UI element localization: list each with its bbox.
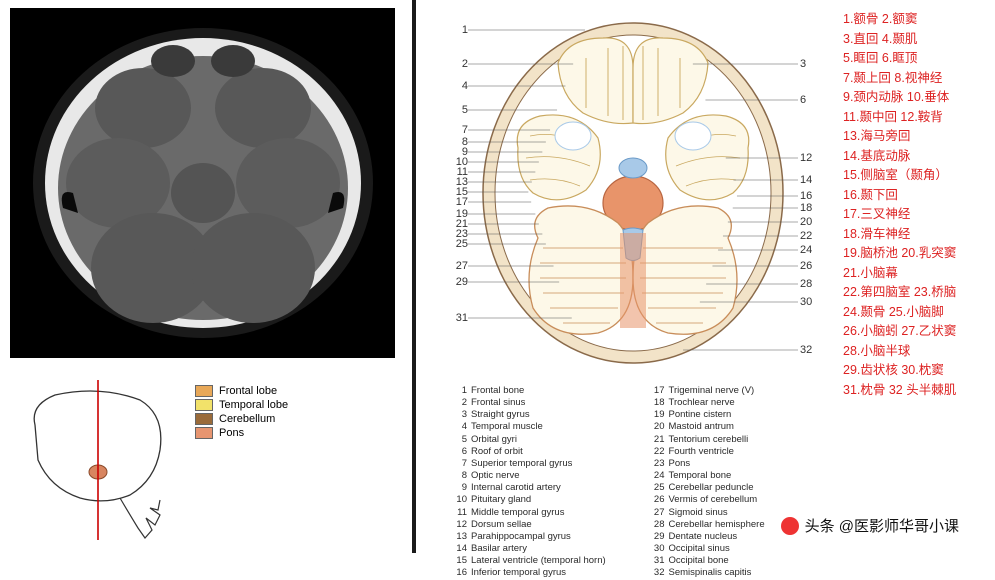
anatomy-term-cn: 21.小脑幕	[843, 264, 993, 283]
anatomy-term-cn: 26.小脑蚓 27.乙状窦	[843, 322, 993, 341]
anatomy-term-en: 14Basilar artery	[452, 543, 650, 555]
diagram-number: 2	[448, 58, 468, 70]
anatomy-term-cn: 14.基底动脉	[843, 147, 993, 166]
anatomy-term-en: 1Frontal bone	[452, 385, 650, 397]
anatomy-term-en: 30Occipital sinus	[650, 543, 848, 555]
diagram-number: 3	[800, 58, 820, 70]
watermark: 头条 @医影师华哥小课	[773, 512, 967, 539]
anatomy-term-en: 19Pontine cistern	[650, 409, 848, 421]
anatomy-term-cn: 11.颞中回 12.鞍背	[843, 108, 993, 127]
legend-label: Temporal lobe	[219, 399, 288, 411]
english-labels: 1Frontal bone2Frontal sinus3Straight gyr…	[452, 385, 847, 580]
anatomy-term-en: 5Orbital gyri	[452, 434, 650, 446]
diagram-number: 22	[800, 230, 820, 242]
anatomy-term-cn: 22.第四脑室 23.桥脑	[843, 283, 993, 302]
chinese-labels: 1.额骨 2.额窦3.直回 4.颞肌5.眶回 6.眶顶7.颞上回 8.视神经 9…	[843, 10, 993, 400]
diagram-number: 6	[800, 94, 820, 106]
legend-label: Frontal lobe	[219, 385, 277, 397]
legend-item: Cerebellum	[195, 413, 395, 425]
panel-divider	[412, 0, 416, 553]
anatomy-term-cn: 29.齿状核 30.枕窦	[843, 361, 993, 380]
sagittal-locator	[10, 380, 190, 540]
anatomy-term-en: 20Mastoid antrum	[650, 421, 848, 433]
diagram-number: 30	[800, 296, 820, 308]
anatomy-term-cn: 7.颞上回 8.视神经	[843, 69, 993, 88]
anatomy-term-en: 6Roof of orbit	[452, 446, 650, 458]
anatomy-term-en: 9Internal carotid artery	[452, 482, 650, 494]
anatomy-term-en: 23Pons	[650, 458, 848, 470]
anatomy-term-cn: 15.侧脑室（颞角）	[843, 166, 993, 185]
diagram-number: 14	[800, 174, 820, 186]
diagram-number: 7	[448, 124, 468, 136]
diagram-number: 5	[448, 104, 468, 116]
anatomy-term-en: 26Vermis of cerebellum	[650, 494, 848, 506]
legend-item: Pons	[195, 427, 395, 439]
diagram-number: 17	[448, 196, 468, 208]
anatomy-diagram	[468, 8, 798, 378]
watermark-text: 头条 @医影师华哥小课	[805, 515, 959, 536]
ct-scan-image	[10, 8, 395, 358]
diagram-number: 29	[448, 276, 468, 288]
anatomy-term-cn: 28.小脑半球	[843, 342, 993, 361]
legend-item: Temporal lobe	[195, 399, 395, 411]
anatomy-term-en: 24Temporal bone	[650, 470, 848, 482]
anatomy-term-cn: 17.三叉神经	[843, 205, 993, 224]
legend-label: Pons	[219, 427, 244, 439]
anatomy-term-en: 8Optic nerve	[452, 470, 650, 482]
anatomy-term-en: 11Middle temporal gyrus	[452, 507, 650, 519]
diagram-number: 12	[800, 152, 820, 164]
diagram-number: 20	[800, 216, 820, 228]
anatomy-term-en: 32Semispinalis capitis	[650, 567, 848, 579]
anatomy-term-cn: 5.眶回 6.眶顶	[843, 49, 993, 68]
legend-item: Frontal lobe	[195, 385, 395, 397]
legend-swatch	[195, 385, 213, 397]
diagram-number: 31	[448, 312, 468, 324]
anatomy-term-en: 31Occipital bone	[650, 555, 848, 567]
diagram-number: 18	[800, 202, 820, 214]
diagram-number: 28	[800, 278, 820, 290]
anatomy-term-cn: 18.滑车神经	[843, 225, 993, 244]
legend-swatch	[195, 427, 213, 439]
legend-swatch	[195, 399, 213, 411]
legend-swatch	[195, 413, 213, 425]
watermark-icon	[781, 517, 799, 535]
diagram-number: 27	[448, 260, 468, 272]
anatomy-term-en: 22Fourth ventricle	[650, 446, 848, 458]
anatomy-term-cn: 3.直回 4.颞肌	[843, 30, 993, 49]
anatomy-term-en: 21Tentorium cerebelli	[650, 434, 848, 446]
anatomy-term-cn: 9.颈内动脉 10.垂体	[843, 88, 993, 107]
anatomy-term-en: 17Trigeminal nerve (V)	[650, 385, 848, 397]
anatomy-term-en: 3Straight gyrus	[452, 409, 650, 421]
diagram-number: 26	[800, 260, 820, 272]
anatomy-term-cn: 1.额骨 2.额窦	[843, 10, 993, 29]
diagram-number: 24	[800, 244, 820, 256]
anatomy-term-en: 10Pituitary gland	[452, 494, 650, 506]
anatomy-term-en: 4Temporal muscle	[452, 421, 650, 433]
diagram-number: 1	[448, 24, 468, 36]
anatomy-term-cn: 24.颞骨 25.小脑脚	[843, 303, 993, 322]
lobe-legend: Frontal lobe Temporal lobe Cerebellum Pons	[195, 385, 395, 441]
anatomy-term-cn: 16.颞下回	[843, 186, 993, 205]
anatomy-term-en: 12Dorsum sellae	[452, 519, 650, 531]
anatomy-term-en: 15Lateral ventricle (temporal horn)	[452, 555, 650, 567]
anatomy-term-en: 7Superior temporal gyrus	[452, 458, 650, 470]
anatomy-term-en: 13Parahippocampal gyrus	[452, 531, 650, 543]
anatomy-term-en: 16Inferior temporal gyrus	[452, 567, 650, 579]
legend-label: Cerebellum	[219, 413, 275, 425]
anatomy-term-cn: 19.脑桥池 20.乳突窦	[843, 244, 993, 263]
anatomy-term-en: 25Cerebellar peduncle	[650, 482, 848, 494]
anatomy-term-en: 18Trochlear nerve	[650, 397, 848, 409]
diagram-number: 16	[800, 190, 820, 202]
diagram-number: 4	[448, 80, 468, 92]
anatomy-term-cn: 31.枕骨 32 头半棘肌	[843, 381, 993, 400]
diagram-number: 25	[448, 238, 468, 250]
anatomy-term-cn: 13.海马旁回	[843, 127, 993, 146]
anatomy-term-en: 2Frontal sinus	[452, 397, 650, 409]
diagram-number: 32	[800, 344, 820, 356]
